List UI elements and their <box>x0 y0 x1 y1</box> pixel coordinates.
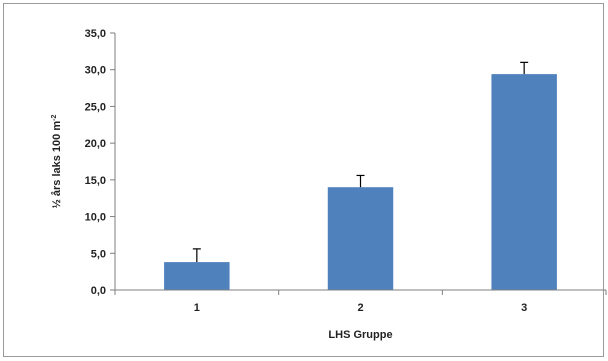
x-tick-label: 2 <box>357 302 363 314</box>
bars <box>164 74 557 291</box>
y-tick-label: 20,0 <box>85 138 106 150</box>
y-tick-label: 15,0 <box>85 175 106 187</box>
bar <box>327 187 394 290</box>
y-axis-ticks: 0,0 5,0 10,0 15,0 20,0 25,0 30,0 35,0 <box>85 28 115 297</box>
y-axis-title-main: ½ års laks 100 m <box>51 121 63 209</box>
y-axis-title: ½ års laks 100 m-2 <box>51 115 63 209</box>
y-tick-label: 35,0 <box>85 28 106 40</box>
y-tick-label: 25,0 <box>85 101 106 113</box>
bar <box>491 74 557 291</box>
y-tick-label: 10,0 <box>85 212 106 224</box>
error-bars <box>192 61 529 263</box>
x-tick-label: 3 <box>521 302 527 314</box>
y-axis-title-superscript: -2 <box>51 115 58 121</box>
y-tick-label: 0,0 <box>91 285 106 297</box>
x-tick-label: 1 <box>194 302 200 314</box>
y-tick-label: 30,0 <box>85 65 106 77</box>
x-axis-title: LHS Gruppe <box>328 329 392 341</box>
x-axis-ticks: 1 2 3 <box>114 290 607 314</box>
bar <box>164 262 230 290</box>
y-tick-label: 5,0 <box>91 248 106 260</box>
